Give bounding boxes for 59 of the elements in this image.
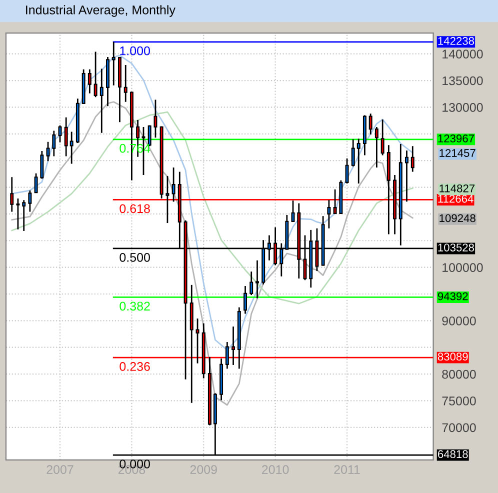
candlestick: [172, 166, 176, 202]
candlestick: [88, 68, 92, 94]
candlestick: [250, 270, 254, 296]
candlestick: [40, 150, 44, 180]
candlestick: [244, 285, 247, 314]
candlestick: [327, 199, 331, 230]
candlestick: [368, 112, 372, 136]
ref-line-label: 94392: [438, 292, 468, 300]
candlestick: [16, 198, 20, 230]
candlestick: [345, 158, 349, 184]
ref-line-label: 103528: [438, 244, 474, 252]
candlestick: [333, 188, 337, 215]
y-tick-label: 70000: [442, 423, 476, 432]
candlestick: [124, 64, 128, 103]
y-tick-label: 80000: [442, 370, 476, 379]
candlestick: [405, 150, 408, 202]
line-series: [11, 101, 414, 406]
ref-line-label: 64818: [438, 450, 468, 458]
annotation: 0.382: [120, 302, 150, 311]
chart-title: Industrial Average, Monthly: [26, 5, 176, 17]
candlestick: [196, 318, 200, 364]
candlestick: [64, 116, 68, 158]
candlestick: [52, 130, 56, 158]
candlestick: [10, 176, 14, 213]
ref-line-label: 142238: [438, 37, 474, 45]
y-tick-label: 130000: [442, 103, 483, 112]
y-tick-label: 75000: [442, 396, 476, 406]
candlestick: [256, 260, 259, 299]
annotation: 0.618: [120, 204, 150, 214]
y2-tick-label: 109248: [440, 214, 476, 222]
candlestick: [112, 41, 116, 86]
candlestick: [380, 118, 384, 156]
candlestick: [166, 175, 170, 224]
y2-tick-label: 121457: [440, 149, 476, 157]
ref-line-label: 83089: [438, 352, 468, 361]
candlestick: [70, 131, 74, 164]
y-tick-label: 135000: [442, 76, 483, 86]
candlestick: [410, 145, 414, 172]
y-tick-label: 90000: [442, 316, 476, 326]
candlestick: [46, 141, 50, 162]
annotation: 0.500: [120, 252, 150, 262]
candlestick: [232, 326, 236, 366]
candlestick: [154, 99, 158, 138]
candlestick: [34, 172, 38, 194]
y-tick-label: 140000: [442, 50, 483, 58]
y2-tick-label: 114827: [440, 184, 475, 192]
candlestick: [22, 199, 26, 232]
ref-line-label: 112664: [438, 194, 474, 203]
candlestick: [351, 138, 355, 168]
candlestick: [28, 190, 32, 213]
candlestick: [94, 51, 98, 98]
y-tick-label: 100000: [442, 263, 483, 272]
ref-line-label: 123967: [438, 134, 474, 142]
candlestick: [100, 68, 104, 134]
candlestick: [225, 341, 229, 370]
candlestick: [374, 126, 378, 168]
annotation: 1.000: [120, 46, 150, 56]
annotation: 0.236: [120, 362, 150, 371]
candlestick: [356, 138, 360, 184]
